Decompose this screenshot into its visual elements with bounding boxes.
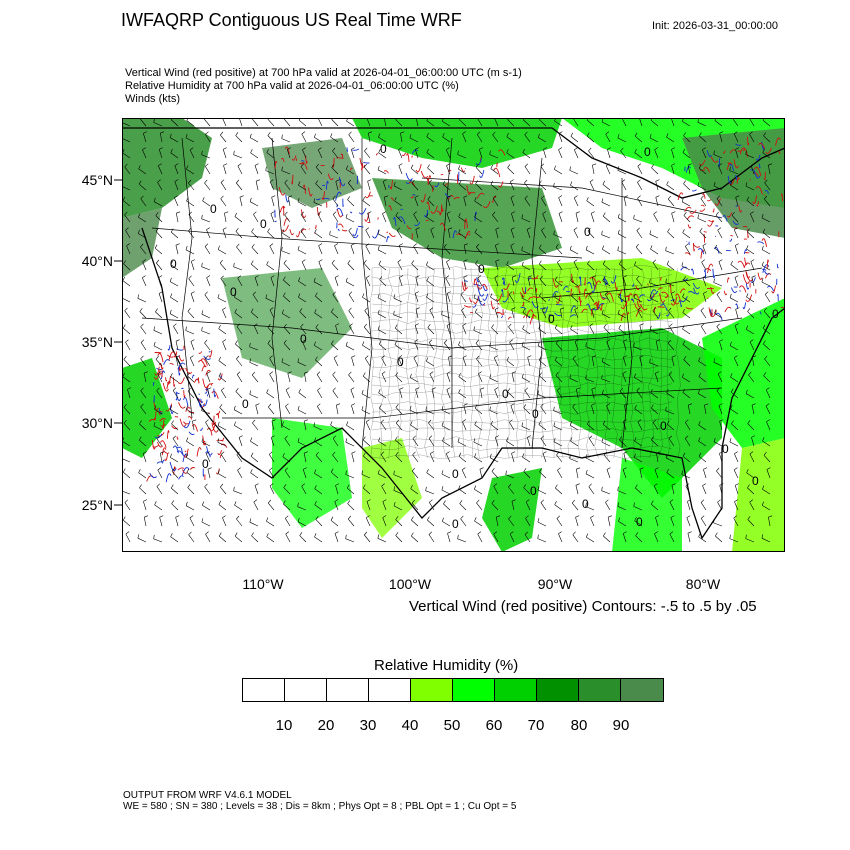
vertical-wind-contours [146,136,785,483]
zero-contour-label: 0 [170,257,177,271]
legend-tick: 80 [570,717,588,734]
zero-contour-label: 0 [502,387,509,401]
zero-contour-label: 0 [452,517,459,531]
zero-contour-label: 0 [636,515,643,529]
legend-swatch [285,679,327,701]
zero-labels: 0 0 0 0 0 0 0 0 0 0 0 0 0 0 0 0 0 0 0 0 0 0 0 0 [170,142,779,531]
zero-contour-label: 0 [582,497,589,511]
legend-tick: 70 [527,717,545,734]
zero-contour-label: 0 [532,407,539,421]
map-frame [122,118,785,552]
legend-swatch [537,679,579,701]
contour-note: Vertical Wind (red positive) Contours: -… [409,598,757,615]
lat-label-25: 25°N [81,497,113,513]
zero-contour-label: 0 [660,419,667,433]
legend-swatch [621,679,663,701]
humidity-shading [122,118,785,552]
legend-swatch [495,679,537,701]
zero-contour-label: 0 [722,442,729,456]
zero-contour-label: 0 [230,285,237,299]
lon-label-80: 80°W [685,576,721,592]
lat-label-40: 40°N [81,253,113,269]
footer-config: WE = 580 ; SN = 380 ; Levels = 38 ; Dis … [123,801,517,812]
zero-contour-label: 0 [772,307,779,321]
lon-label-90: 90°W [537,576,573,592]
footer-model: OUTPUT FROM WRF V4.6.1 MODEL [123,790,292,801]
country-outline [122,127,785,540]
zero-contour-label: 0 [380,142,387,156]
init-time: Init: 2026-03-31_00:00:00 [652,20,778,32]
legend-tick: 50 [443,717,461,734]
county-lines [369,265,681,460]
zero-contour-label: 0 [548,312,555,326]
zero-contour-label: 0 [644,145,651,159]
zero-contour-label: 0 [210,202,217,216]
legend-tick: 40 [401,717,419,734]
legend-tick: 20 [317,717,335,734]
zero-contour-label: 0 [584,225,591,239]
legend-swatch [579,679,621,701]
zero-contour-label: 0 [242,397,249,411]
legend-swatch [327,679,369,701]
legend-tick: 60 [485,717,503,734]
lon-label-110: 110°W [242,576,284,592]
lon-label-100: 100°W [388,576,432,592]
zero-contour-label: 0 [530,484,537,498]
lat-label-30: 30°N [81,415,113,431]
weather-map: 0 0 0 0 0 0 0 0 0 0 0 0 0 0 0 0 0 0 0 0 0 0 0 0 [122,118,785,552]
legend-tick: 30 [359,717,377,734]
legend-tick: 90 [612,717,630,734]
lat-ticks [114,179,122,506]
subtitle-relative-humidity: Relative Humidity at 700 hPa valid at 20… [125,80,459,92]
subtitle-vertical-wind: Vertical Wind (red positive) at 700 hPa … [125,67,522,79]
subtitle-winds: Winds (kts) [125,93,180,105]
legend-swatch [411,679,453,701]
lat-label-35: 35°N [81,334,113,350]
zero-contour-label: 0 [397,355,404,369]
state-borders [141,137,763,449]
legend-colorbar [242,678,664,702]
zero-contour-label: 0 [202,457,209,471]
zero-contour-label: 0 [478,262,485,276]
lat-label-45: 45°N [81,172,113,188]
legend-swatch [369,679,411,701]
legend-swatch [453,679,495,701]
zero-contour-label: 0 [300,332,307,346]
zero-contour-label: 0 [260,217,267,231]
legend-swatch [243,679,285,701]
legend-title: Relative Humidity (%) [374,657,519,674]
legend-tick: 10 [275,717,293,734]
chart-title: IWFAQRP Contiguous US Real Time WRF [121,10,462,30]
wind-barbs [122,118,773,543]
zero-contour-label: 0 [452,467,459,481]
zero-contour-label: 0 [752,474,759,488]
